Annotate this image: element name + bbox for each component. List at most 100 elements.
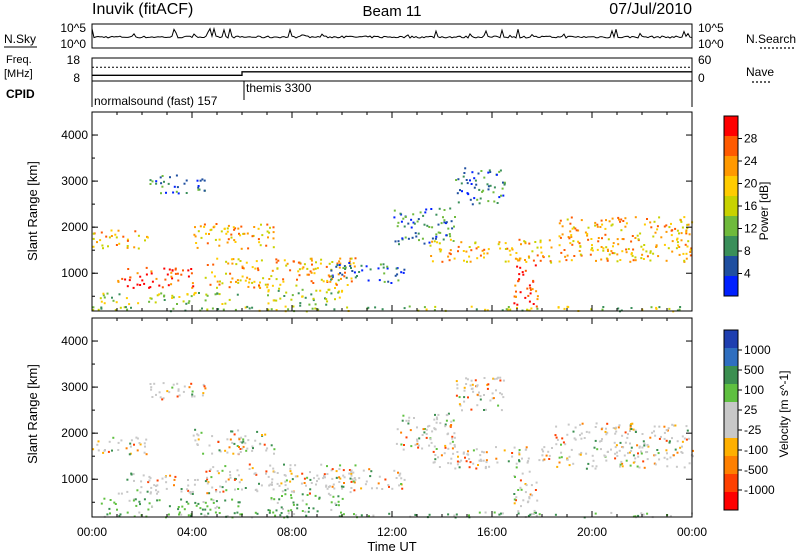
range-cell <box>114 503 117 505</box>
range-cell <box>433 445 436 448</box>
range-cell <box>342 474 345 477</box>
range-cell <box>558 260 561 263</box>
range-cell <box>658 425 661 428</box>
range-cell <box>621 465 624 468</box>
range-cell <box>616 260 619 263</box>
range-cell <box>607 250 609 252</box>
range-cell <box>600 219 603 222</box>
range-cell <box>267 308 270 311</box>
range-cell <box>150 297 153 300</box>
range-cell <box>116 508 118 511</box>
range-cell <box>434 458 437 461</box>
range-cell <box>467 450 469 453</box>
range-cell <box>476 257 479 260</box>
range-cell <box>638 445 641 448</box>
range-cell <box>596 225 599 228</box>
range-cell <box>286 487 289 490</box>
range-cell <box>126 490 129 493</box>
range-cell <box>439 250 442 253</box>
range-cell <box>397 240 400 243</box>
range-cell <box>410 226 413 229</box>
range-cell <box>503 181 506 184</box>
range-cell <box>629 430 631 432</box>
range-cell <box>403 268 406 271</box>
range-cell <box>495 446 497 449</box>
range-cell <box>310 482 313 484</box>
range-cell <box>284 484 287 487</box>
range-cell <box>459 404 462 407</box>
range-cell <box>203 385 206 388</box>
range-cell <box>518 453 521 456</box>
range-cell <box>516 265 519 268</box>
range-cell <box>163 267 166 270</box>
range-cell <box>158 391 161 394</box>
range-cell <box>608 220 611 223</box>
range-cell <box>126 511 129 514</box>
range-cell <box>679 446 682 449</box>
range-cell <box>239 513 242 516</box>
range-cell <box>283 259 286 262</box>
range-cell <box>597 240 600 243</box>
range-cell <box>443 221 446 224</box>
range-cell <box>437 413 440 416</box>
range-cell <box>153 484 156 487</box>
range-cell <box>290 509 293 512</box>
range-cell <box>259 244 262 247</box>
range-cell <box>596 248 599 251</box>
range-cell <box>377 267 380 270</box>
colorbar-swatch <box>724 366 738 385</box>
range-cell <box>270 498 273 501</box>
range-cell <box>681 435 684 438</box>
range-cell <box>465 250 468 253</box>
range-cell <box>600 428 603 431</box>
range-cell <box>460 241 463 244</box>
range-cell <box>395 477 398 479</box>
range-cell <box>204 387 207 390</box>
range-cell <box>466 182 469 185</box>
range-cell <box>119 513 122 516</box>
range-cell <box>352 480 355 483</box>
range-cell <box>548 458 551 460</box>
range-cell <box>323 475 325 478</box>
range-cell <box>476 393 479 396</box>
range-cell <box>625 222 628 225</box>
range-cell <box>572 462 575 465</box>
range-cell <box>631 235 634 237</box>
range-cell <box>458 466 461 469</box>
range-cell <box>405 436 408 439</box>
range-cell <box>200 512 203 515</box>
range-cell <box>343 482 345 484</box>
range-cell <box>434 454 437 456</box>
range-cell <box>127 268 130 270</box>
range-cell <box>400 220 403 223</box>
range-cell <box>226 227 229 230</box>
range-cell <box>417 446 420 449</box>
range-cell <box>685 232 688 235</box>
range-cell <box>326 279 329 282</box>
range-cell <box>164 476 167 479</box>
ytick-label: 1000 <box>61 266 88 280</box>
range-cell <box>527 514 530 517</box>
range-cell <box>518 238 521 241</box>
range-cell <box>557 306 560 309</box>
range-cell <box>625 459 628 462</box>
range-cell <box>100 307 103 310</box>
range-cell <box>158 293 161 296</box>
range-cell <box>599 226 602 228</box>
range-cell <box>516 306 518 309</box>
range-cell <box>669 515 672 518</box>
range-cell <box>390 282 393 284</box>
range-cell <box>370 470 373 473</box>
range-cell <box>149 286 152 289</box>
range-cell <box>309 492 311 495</box>
range-cell <box>634 259 637 262</box>
range-cell <box>478 188 481 191</box>
range-cell <box>378 279 381 282</box>
range-cell <box>523 240 526 243</box>
range-cell <box>456 463 459 466</box>
range-cell <box>470 305 473 308</box>
range-cell <box>270 497 273 500</box>
range-cell <box>453 444 456 446</box>
range-cell <box>319 289 322 292</box>
range-cell <box>320 463 323 466</box>
